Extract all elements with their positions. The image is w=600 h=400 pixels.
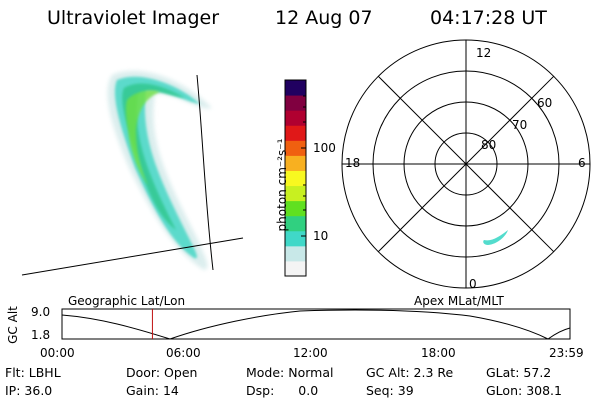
door-label: Door: bbox=[126, 365, 161, 380]
colorbar-label-100: 100 bbox=[313, 141, 336, 155]
observation-time: 04:17:28 UT bbox=[430, 7, 547, 29]
mode-value: Normal bbox=[288, 365, 334, 380]
glon-value: 308.1 bbox=[526, 383, 562, 398]
altitude-curve bbox=[61, 309, 571, 340]
colorbar-gradient bbox=[285, 80, 306, 277]
polar-aurora-emission bbox=[483, 230, 508, 245]
colorbar-band bbox=[285, 230, 306, 247]
colorbar-band bbox=[285, 170, 306, 187]
colorbar-band bbox=[285, 245, 306, 262]
colorbar-band bbox=[285, 155, 306, 171]
glat-label: GLat: bbox=[486, 365, 520, 380]
timeline-ytick-1.8: 1.8 bbox=[31, 328, 51, 342]
gain-value: 14 bbox=[162, 383, 179, 398]
observation-date: 12 Aug 07 bbox=[275, 7, 373, 29]
timeline-ylabel: GC Alt bbox=[6, 306, 20, 344]
colorbar-band bbox=[285, 140, 306, 156]
colorbar-band bbox=[285, 215, 306, 232]
colorbar-band bbox=[285, 200, 306, 217]
colorbar-band bbox=[285, 125, 306, 141]
timeline-ytick-9: 9.0 bbox=[31, 305, 51, 319]
filter-value: LBHL bbox=[28, 365, 61, 380]
orbit-altitude-timeline bbox=[61, 308, 571, 340]
ip-label: IP: bbox=[5, 383, 21, 398]
limb-curve bbox=[196, 74, 214, 271]
colorbar-label-10: 10 bbox=[313, 229, 329, 243]
ip-value: 36.0 bbox=[24, 383, 53, 398]
intensity-colorbar bbox=[284, 79, 307, 277]
gcalt-value: 2.3 Re bbox=[413, 365, 454, 380]
mode-label: Mode: bbox=[246, 365, 285, 380]
gain-label: Gain: bbox=[126, 383, 159, 398]
timeline-xtick-2359: 23:59 bbox=[549, 346, 584, 360]
apex-polar-plot bbox=[341, 39, 591, 289]
timeline-left-title: Geographic Lat/Lon bbox=[68, 294, 186, 308]
glat-value: 57.2 bbox=[523, 365, 552, 380]
aurora-oval-emission bbox=[107, 70, 212, 270]
instrument-title: Ultraviolet Imager bbox=[47, 7, 220, 29]
timeline-xtick-0000: 00:00 bbox=[40, 346, 75, 360]
mlat-label-80: 80 bbox=[481, 138, 497, 152]
mlt-label-18: 18 bbox=[345, 156, 361, 170]
seq-label: Seq: bbox=[366, 383, 394, 398]
terminator-line bbox=[21, 237, 244, 276]
colorbar-band bbox=[285, 260, 306, 277]
door-value: Open bbox=[164, 365, 198, 380]
geographic-aurora-image bbox=[21, 70, 244, 276]
colorbar-band bbox=[285, 185, 306, 202]
filter-label: Flt: bbox=[5, 365, 25, 380]
mlat-label-70: 70 bbox=[512, 118, 528, 132]
colorbar-band bbox=[285, 80, 306, 96]
timeline-xtick-0600: 06:00 bbox=[166, 346, 201, 360]
mlt-label-0: 0 bbox=[469, 277, 477, 291]
seq-value: 39 bbox=[397, 383, 414, 398]
glon-label: GLon: bbox=[486, 383, 523, 398]
timeline-right-title: Apex MLat/MLT bbox=[414, 294, 504, 308]
timeline-xtick-1800: 18:00 bbox=[421, 346, 456, 360]
gcalt-label: GC Alt: bbox=[366, 365, 410, 380]
colorbar-unit-label: photon cm⁻²s⁻¹ bbox=[275, 138, 289, 232]
colorbar-band bbox=[285, 110, 306, 126]
mlat-label-60: 60 bbox=[537, 96, 553, 110]
mlt-label-12: 12 bbox=[476, 46, 492, 60]
mlt-label-6: 6 bbox=[578, 156, 586, 170]
dsp-label: Dsp: bbox=[246, 383, 275, 398]
dsp-value: 0.0 bbox=[298, 383, 319, 398]
colorbar-band bbox=[285, 95, 306, 111]
timeline-xtick-1200: 12:00 bbox=[293, 346, 328, 360]
